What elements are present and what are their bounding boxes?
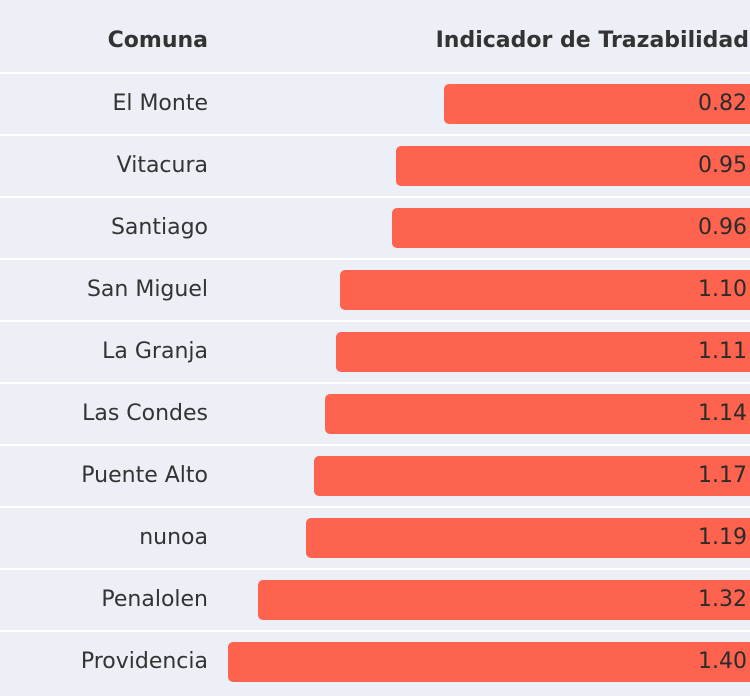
table-row: Providencia 1.40: [0, 630, 750, 692]
indicator-bar: [306, 518, 750, 558]
table-row: El Monte 0.82: [0, 72, 750, 134]
table-row: San Miguel 1.10: [0, 258, 750, 320]
column-header-indicator[interactable]: Indicador de Trazabilidad: [435, 28, 749, 53]
comuna-label: Vitacura: [116, 153, 208, 178]
table-row: Santiago 0.96: [0, 196, 750, 258]
indicator-value-label: 0.82: [698, 91, 747, 116]
indicator-value-label: 0.95: [698, 153, 747, 178]
indicator-bar: [258, 580, 750, 620]
indicator-bar: [340, 270, 750, 310]
indicator-bar: [392, 208, 750, 248]
comuna-label: San Miguel: [86, 277, 208, 302]
indicator-value-label: 1.14: [698, 401, 747, 426]
table-row: La Granja 1.11: [0, 320, 750, 382]
indicator-value-label: 1.17: [698, 463, 747, 488]
table-row: Vitacura 0.95: [0, 134, 750, 196]
indicator-value-label: 1.19: [698, 525, 747, 550]
indicator-value-label: 1.40: [698, 649, 747, 674]
table-row: nunoa 1.19: [0, 506, 750, 568]
indicator-bar: [396, 146, 750, 186]
comuna-label: Las Condes: [82, 401, 208, 426]
table-row: Las Condes 1.14: [0, 382, 750, 444]
comuna-label: Santiago: [110, 215, 208, 240]
indicator-value-label: 1.11: [698, 339, 747, 364]
table-header: Comuna Indicador de Trazabilidad: [0, 0, 750, 72]
comuna-label: Puente Alto: [81, 463, 208, 488]
indicator-bar: [325, 394, 750, 434]
indicator-value-label: 1.10: [698, 277, 747, 302]
indicator-bar: [444, 84, 750, 124]
table-row: Puente Alto 1.17: [0, 444, 750, 506]
comuna-label: El Monte: [112, 91, 208, 116]
column-header-comuna[interactable]: Comuna: [107, 28, 208, 53]
comuna-label: La Granja: [102, 339, 208, 364]
comuna-label: Penalolen: [101, 587, 208, 612]
indicator-bar: [228, 642, 750, 682]
comuna-label: Providencia: [80, 649, 208, 674]
comuna-label: nunoa: [139, 525, 208, 550]
table-row: Penalolen 1.32: [0, 568, 750, 630]
indicator-bar: [314, 456, 750, 496]
indicator-value-label: 1.32: [698, 587, 747, 612]
indicator-bar: [336, 332, 750, 372]
indicator-value-label: 0.96: [698, 215, 747, 240]
